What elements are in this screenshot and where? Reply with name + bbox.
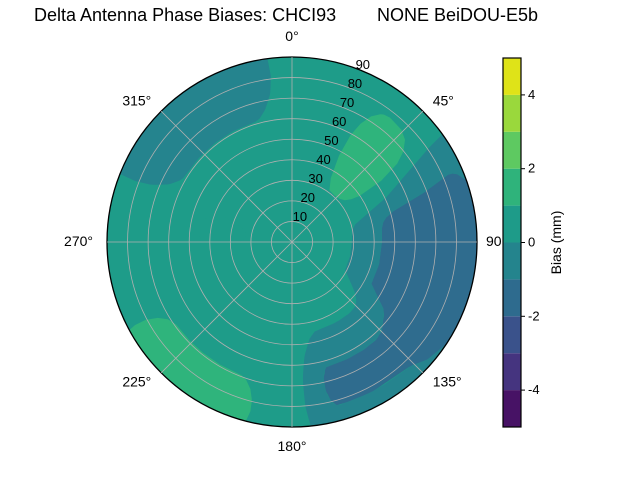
svg-text:270°: 270°: [64, 233, 93, 249]
svg-text:90: 90: [486, 233, 502, 249]
svg-text:-4: -4: [528, 382, 540, 397]
svg-text:20: 20: [300, 190, 314, 205]
svg-text:10: 10: [293, 209, 307, 224]
svg-text:50: 50: [324, 133, 338, 148]
svg-text:60: 60: [332, 114, 346, 129]
svg-text:Bias (mm): Bias (mm): [548, 211, 564, 275]
svg-text:90: 90: [356, 57, 370, 72]
svg-text:315°: 315°: [122, 92, 151, 108]
svg-text:30: 30: [308, 171, 322, 186]
svg-text:0°: 0°: [285, 28, 298, 44]
svg-text:225°: 225°: [122, 374, 151, 390]
svg-text:40: 40: [316, 152, 330, 167]
svg-text:180°: 180°: [278, 438, 307, 454]
svg-text:70: 70: [340, 95, 354, 110]
svg-text:-2: -2: [528, 308, 540, 323]
svg-text:45°: 45°: [433, 92, 454, 108]
svg-text:2: 2: [528, 161, 535, 176]
svg-text:80: 80: [348, 76, 362, 91]
svg-text:0: 0: [528, 235, 535, 250]
svg-text:135°: 135°: [433, 374, 462, 390]
svg-text:4: 4: [528, 87, 535, 102]
